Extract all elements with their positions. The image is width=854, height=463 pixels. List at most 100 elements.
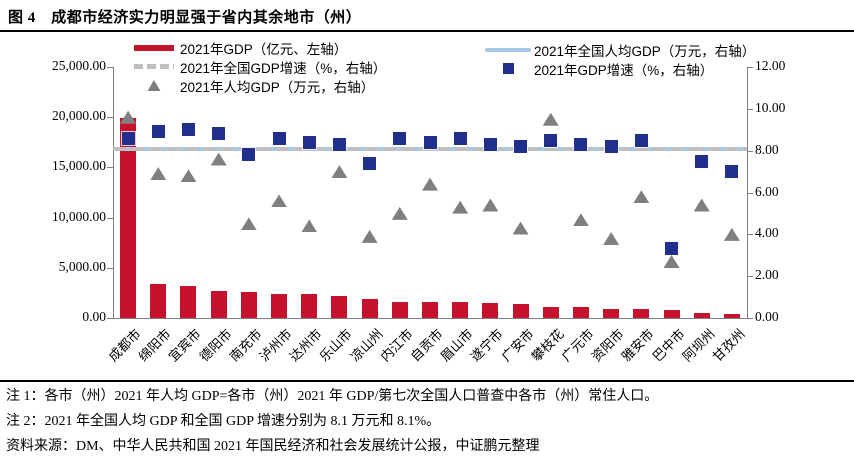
y-axis-tick-mark	[747, 318, 753, 319]
y-axis-tick-mark	[107, 117, 113, 119]
x-axis-line	[113, 318, 748, 319]
y-axis-tick-label-left: 0.00	[82, 309, 106, 324]
x-axis-label: 攀枝花	[528, 326, 567, 365]
per-capita-triangle-marker	[301, 219, 318, 233]
legend-item-national-growth: 2021年全国GDP增速（%，右轴）	[128, 57, 386, 76]
y-axis-tick-mark	[107, 167, 113, 169]
x-axis-label: 雅安市	[618, 326, 658, 365]
y-axis-tick-label-left: 25,000.00	[52, 58, 106, 73]
y-axis-tick-label-left: 20,000.00	[52, 108, 106, 124]
legend-swatch-box	[128, 80, 180, 91]
growth-square-marker	[363, 156, 377, 170]
x-axis-label: 眉山市	[437, 326, 476, 365]
growth-square-marker	[302, 135, 316, 149]
x-axis-label: 遂宁市	[467, 326, 507, 365]
growth-square-marker	[272, 131, 286, 145]
y-axis-tick-mark	[107, 217, 113, 219]
per-capita-triangle-marker	[723, 227, 740, 241]
legend-label-national-per-capita: 2021年全国人均GDP（万元，右轴）	[534, 43, 756, 59]
y-axis-line-left	[113, 67, 114, 319]
x-axis-label: 成都市	[105, 326, 144, 365]
per-capita-triangle-marker	[572, 213, 589, 227]
growth-square-marker	[212, 127, 226, 141]
y-axis-tick-mark	[747, 276, 753, 278]
notes-divider	[0, 380, 854, 382]
gdp-bar	[693, 313, 710, 318]
y-axis-tick-mark	[107, 267, 113, 269]
y-axis-tick-mark	[107, 318, 113, 319]
footnote-2: 注 2：2021 年全国人均 GDP 和全国 GDP 增速分别为 8.1 万元和…	[6, 414, 441, 429]
gray-triangle-legend-icon	[147, 80, 161, 91]
x-axis-label: 内江市	[377, 326, 416, 365]
growth-square-marker	[453, 131, 467, 145]
legend-item-national-per-capita: 2021年全国人均GDP（万元，右轴）	[482, 40, 755, 59]
per-capita-triangle-marker	[150, 167, 167, 181]
growth-square-marker	[634, 133, 648, 147]
y-axis-tick-label-left: 5,000.00	[58, 258, 106, 274]
growth-square-marker	[514, 139, 528, 153]
growth-square-marker	[574, 137, 588, 151]
per-capita-triangle-marker	[693, 198, 710, 212]
navy-square-legend-icon	[502, 63, 514, 74]
gdp-bar	[271, 293, 288, 318]
gdp-bar	[723, 313, 740, 318]
gdp-bar	[331, 295, 348, 318]
x-axis-label: 阿坝州	[679, 326, 718, 365]
x-axis-label: 自贡市	[407, 326, 446, 365]
chart-area: 2021年GDP（亿元、左轴） 2021年全国GDP增速（%，右轴） 2021年…	[52, 38, 786, 365]
x-axis-label: 广安市	[498, 326, 537, 365]
per-capita-triangle-marker	[542, 112, 559, 126]
footnotes: 注 1：各市（州）2021 年人均 GDP=各市（州）2021 年 GDP/第七…	[6, 384, 852, 459]
growth-square-marker	[483, 137, 497, 151]
legend-label-per-capita-gdp: 2021年人均GDP（万元，右轴）	[180, 79, 375, 95]
per-capita-triangle-marker	[663, 255, 680, 269]
per-capita-triangle-marker	[361, 229, 378, 243]
growth-square-marker	[665, 242, 679, 256]
legend-item-gdp-bar: 2021年GDP（亿元、左轴）	[128, 38, 386, 57]
y-axis-tick-label-left: 15,000.00	[52, 158, 106, 174]
legend-item-per-capita-gdp: 2021年人均GDP（万元，右轴）	[128, 76, 386, 95]
y-axis-tick-label-right: 2.00	[755, 267, 779, 283]
growth-square-marker	[604, 139, 618, 153]
per-capita-triangle-marker	[180, 169, 197, 183]
y-axis-tick-label-right: 10.00	[755, 99, 786, 115]
per-capita-triangle-marker	[512, 221, 529, 235]
gdp-bar	[633, 309, 650, 318]
per-capita-triangle-marker	[633, 190, 650, 204]
gray-dashed-line-legend-icon	[134, 64, 174, 69]
gdp-bar	[240, 291, 257, 318]
legend-swatch-box	[482, 47, 534, 52]
growth-square-marker	[393, 131, 407, 145]
growth-square-marker	[695, 154, 709, 168]
x-axis-label: 泸州市	[256, 326, 295, 365]
growth-square-marker	[181, 123, 195, 137]
x-axis-label: 南充市	[226, 326, 265, 365]
gdp-bar	[422, 301, 438, 318]
gdp-bar	[361, 298, 378, 318]
chart-legend-left: 2021年GDP（亿元、左轴） 2021年全国GDP增速（%，右轴） 2021年…	[128, 38, 386, 95]
gdp-bar	[150, 284, 167, 318]
x-axis-label: 资阳市	[588, 326, 627, 365]
gdp-bar	[542, 306, 559, 318]
red-bar-legend-icon	[134, 44, 174, 51]
legend-swatch-box	[482, 63, 534, 74]
y-axis-tick-mark	[747, 150, 753, 152]
gdp-bar	[120, 118, 137, 318]
source-line: 资料来源：DM、中华人民共和国 2021 年国民经济和社会发展统计公报，中证鹏元…	[6, 439, 540, 454]
chart-legend-right: 2021年全国人均GDP（万元，右轴） 2021年GDP增速（%，右轴）	[482, 40, 755, 78]
per-capita-triangle-marker	[603, 232, 620, 246]
x-axis-label: 宜宾市	[166, 326, 205, 365]
growth-square-marker	[121, 131, 135, 145]
y-axis-tick-label-right: 4.00	[755, 225, 779, 241]
growth-square-marker	[725, 165, 739, 179]
x-axis-label: 凉山州	[347, 326, 386, 365]
gdp-bar	[452, 302, 469, 318]
legend-swatch-box	[128, 64, 180, 69]
x-axis-label: 巴中市	[649, 326, 688, 365]
per-capita-triangle-marker	[482, 198, 499, 212]
y-axis-tick-label-left: 10,000.00	[52, 208, 106, 224]
y-axis-tick-mark	[747, 234, 753, 236]
gdp-bar	[603, 308, 620, 318]
legend-label-gdp-growth: 2021年GDP增速（%，右轴）	[534, 62, 714, 78]
